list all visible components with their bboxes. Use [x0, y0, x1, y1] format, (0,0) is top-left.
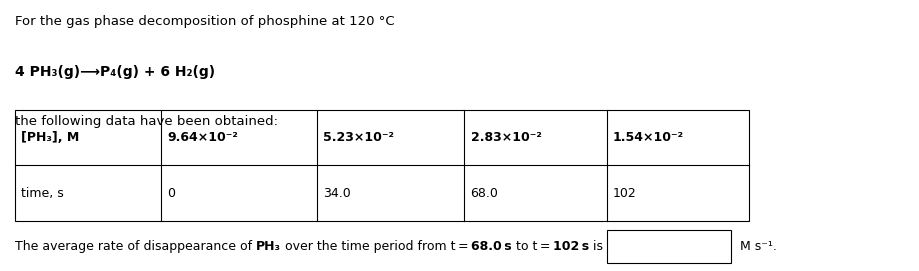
Text: 34.0: 34.0 — [323, 187, 351, 199]
Text: 0: 0 — [167, 187, 176, 199]
Text: 4 PH₃(g)⟶P₄(g) + 6 H₂(g): 4 PH₃(g)⟶P₄(g) + 6 H₂(g) — [15, 65, 215, 79]
Text: [PH₃], M: [PH₃], M — [21, 131, 79, 144]
Text: 5.23×10⁻²: 5.23×10⁻² — [323, 131, 394, 144]
Text: time, s: time, s — [21, 187, 64, 199]
Text: The average rate of disappearance of: The average rate of disappearance of — [15, 240, 255, 253]
Text: 102: 102 — [613, 187, 637, 199]
Text: 9.64×10⁻²: 9.64×10⁻² — [167, 131, 238, 144]
Text: to t =: to t = — [512, 240, 552, 253]
Text: 68.0 s: 68.0 s — [471, 240, 512, 253]
Text: 2.83×10⁻²: 2.83×10⁻² — [471, 131, 541, 144]
Text: For the gas phase decomposition of phosphine at 120 °C: For the gas phase decomposition of phosp… — [15, 15, 394, 28]
Text: over the time period from t =: over the time period from t = — [281, 240, 471, 253]
Text: 1.54×10⁻²: 1.54×10⁻² — [613, 131, 684, 144]
Text: 68.0: 68.0 — [471, 187, 498, 199]
Text: the following data have been obtained:: the following data have been obtained: — [15, 115, 278, 128]
Text: 102 s: 102 s — [552, 240, 589, 253]
Text: M s⁻¹.: M s⁻¹. — [736, 240, 777, 253]
Text: is: is — [589, 240, 603, 253]
Text: PH₃: PH₃ — [255, 240, 281, 253]
Bar — [607, 230, 732, 263]
Bar — [15, 110, 749, 221]
